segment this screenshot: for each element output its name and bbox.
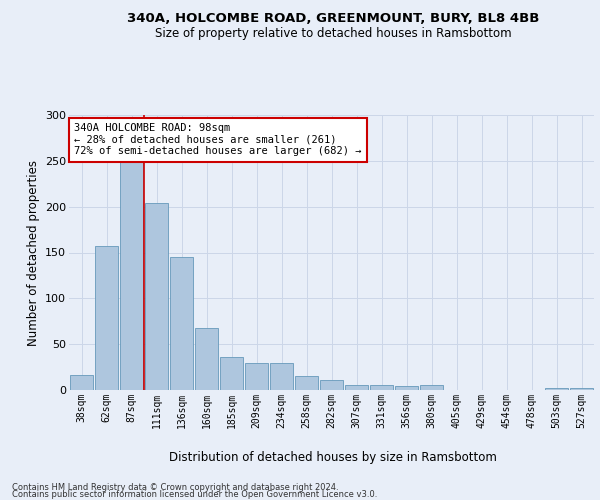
Text: 340A HOLCOMBE ROAD: 98sqm
← 28% of detached houses are smaller (261)
72% of semi: 340A HOLCOMBE ROAD: 98sqm ← 28% of detac… (74, 123, 362, 156)
Bar (295, 376, 318, 390)
Bar (345, 384, 368, 390)
Bar (220, 357, 243, 390)
Bar (120, 161, 143, 390)
Text: Size of property relative to detached houses in Ramsbottom: Size of property relative to detached ho… (155, 28, 511, 40)
Bar (370, 386, 393, 390)
Bar (170, 257, 193, 390)
Text: Contains HM Land Registry data © Crown copyright and database right 2024.: Contains HM Land Registry data © Crown c… (12, 484, 338, 492)
Bar (420, 386, 443, 390)
Bar (545, 388, 568, 390)
Bar (270, 364, 293, 390)
Text: Contains public sector information licensed under the Open Government Licence v3: Contains public sector information licen… (12, 490, 377, 499)
Text: Distribution of detached houses by size in Ramsbottom: Distribution of detached houses by size … (169, 451, 497, 464)
Text: 340A, HOLCOMBE ROAD, GREENMOUNT, BURY, BL8 4BB: 340A, HOLCOMBE ROAD, GREENMOUNT, BURY, B… (127, 12, 539, 26)
Bar (320, 380, 343, 390)
Bar (395, 386, 418, 390)
Bar (570, 388, 593, 390)
Bar (145, 203, 168, 390)
Bar (195, 328, 218, 390)
Y-axis label: Number of detached properties: Number of detached properties (26, 160, 40, 346)
Bar (245, 364, 268, 390)
Bar (95, 246, 118, 390)
Bar (70, 376, 93, 390)
